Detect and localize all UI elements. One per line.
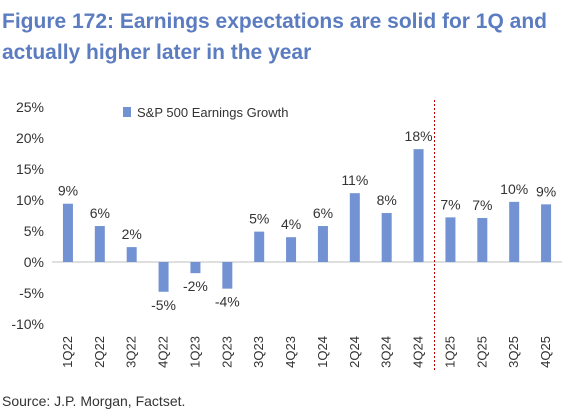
data-label: 18% <box>405 128 433 144</box>
bar-3Q24 <box>381 213 392 262</box>
x-tick-label: 4Q23 <box>283 336 298 368</box>
x-tick-label: 2Q23 <box>219 336 234 368</box>
bar-4Q24 <box>413 149 424 262</box>
x-tick-label: 1Q22 <box>60 336 75 368</box>
bar-1Q22 <box>62 203 73 262</box>
x-tick-label: 2Q24 <box>347 336 362 368</box>
x-tick-label: 1Q23 <box>187 336 202 368</box>
bar-3Q25 <box>509 201 520 262</box>
bar-4Q25 <box>541 204 552 262</box>
x-tick-label: 3Q25 <box>506 336 521 368</box>
data-label: 7% <box>440 196 460 212</box>
legend-swatch <box>123 107 131 117</box>
bar-2Q23 <box>222 262 233 289</box>
y-tick-label: 0% <box>24 254 44 270</box>
y-tick-label: 5% <box>24 223 44 239</box>
data-label: 6% <box>90 205 110 221</box>
x-tick-label: 3Q22 <box>124 336 139 368</box>
source-note: Source: J.P. Morgan, Factset. <box>2 393 186 409</box>
legend-label: S&P 500 Earnings Growth <box>137 105 289 120</box>
bar-1Q24 <box>317 226 328 262</box>
bar-2Q22 <box>94 226 105 262</box>
bar-4Q23 <box>286 237 297 262</box>
bar-4Q22 <box>158 262 169 292</box>
y-tick-label: 15% <box>16 161 44 177</box>
x-tick-label: 2Q25 <box>474 336 489 368</box>
bar-2Q25 <box>477 217 488 262</box>
earnings-growth-bar-chart: -10% -5% 0% 5% 10% 15% 20% 25% 9% 6% 2% -5% -2% -4% 5… <box>11 99 562 370</box>
data-label: 11% <box>341 172 368 188</box>
data-label: 5% <box>249 211 269 227</box>
data-label: 8% <box>377 192 397 208</box>
bar-1Q23 <box>190 262 201 274</box>
x-tick-label: 4Q22 <box>156 336 171 368</box>
y-tick-label: 10% <box>16 192 44 208</box>
data-label: 9% <box>58 183 78 199</box>
x-tick-label: 1Q25 <box>442 336 457 368</box>
data-label: 2% <box>122 226 142 242</box>
data-label: -2% <box>183 278 208 294</box>
data-label: 9% <box>536 183 556 199</box>
data-label: 7% <box>472 197 492 213</box>
y-axis: -10% -5% 0% 5% 10% 15% 20% 25% <box>11 99 44 332</box>
x-tick-label: 3Q23 <box>251 336 266 368</box>
x-tick-label: 1Q24 <box>315 336 330 368</box>
y-tick-label: -5% <box>19 285 44 301</box>
data-label: 6% <box>313 205 333 221</box>
y-tick-label: -10% <box>11 316 44 332</box>
data-label: 4% <box>281 216 301 232</box>
data-label: -4% <box>215 294 240 310</box>
y-tick-label: 25% <box>16 99 44 115</box>
data-label: -5% <box>151 297 176 313</box>
legend: S&P 500 Earnings Growth <box>123 105 289 120</box>
y-tick-label: 20% <box>16 130 44 146</box>
x-tick-label: 2Q22 <box>92 336 107 368</box>
data-labels: 9% 6% 2% -5% -2% -4% 5% 4% 6% 11% 8% 18% 7% 7% 10% 9% <box>58 128 556 313</box>
x-tick-label: 4Q25 <box>538 336 553 368</box>
x-tick-label: 3Q24 <box>379 336 394 368</box>
bar-3Q22 <box>126 247 137 262</box>
x-axis: 1Q22 2Q22 3Q22 4Q22 1Q23 2Q23 3Q23 4Q23 1Q24 2Q24… <box>60 336 553 368</box>
x-tick-label: 4Q24 <box>411 336 426 368</box>
bars <box>62 149 552 292</box>
bar-1Q25 <box>445 217 456 262</box>
chart-title: Figure 172: Earnings expectations are so… <box>2 10 547 64</box>
bar-2Q24 <box>349 193 360 262</box>
data-label: 10% <box>500 181 528 197</box>
bar-3Q23 <box>254 231 265 262</box>
